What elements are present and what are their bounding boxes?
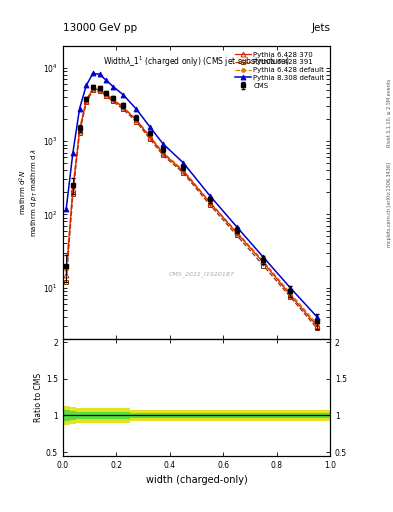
Text: 13000 GeV pp: 13000 GeV pp (63, 23, 137, 33)
Pythia 8.308 default (134, 106, 139, 112)
Pythia 6.428 391 (147, 136, 152, 142)
Pythia 6.428 default (181, 167, 185, 173)
Pythia 6.428 391 (84, 99, 89, 105)
Pythia 6.428 391 (261, 263, 266, 269)
Pythia 6.428 391 (111, 98, 116, 104)
Text: CMS_2021_I1920187: CMS_2021_I1920187 (169, 271, 235, 277)
Pythia 6.428 391 (91, 88, 95, 94)
Pythia 8.308 default (84, 82, 89, 89)
Pythia 8.308 default (161, 141, 165, 147)
Pythia 6.428 default (121, 103, 125, 110)
Pythia 6.428 391 (234, 232, 239, 238)
Pythia 6.428 default (91, 85, 95, 91)
Line: Pythia 6.428 370: Pythia 6.428 370 (64, 87, 319, 328)
Pythia 6.428 370 (261, 260, 266, 266)
Text: Jets: Jets (311, 23, 330, 33)
Text: mcplots.cern.ch [arXiv:1306.3436]: mcplots.cern.ch [arXiv:1306.3436] (387, 162, 391, 247)
Pythia 6.428 370 (161, 151, 165, 157)
Pythia 8.308 default (91, 70, 95, 76)
Pythia 6.428 391 (288, 293, 292, 300)
Pythia 6.428 370 (208, 200, 212, 206)
Pythia 6.428 370 (104, 92, 108, 98)
Pythia 6.428 default (314, 321, 319, 327)
Pythia 6.428 370 (121, 104, 125, 111)
Legend: Pythia 6.428 370, Pythia 6.428 391, Pythia 6.428 default, Pythia 8.308 default, : Pythia 6.428 370, Pythia 6.428 391, Pyth… (233, 50, 327, 91)
Pythia 6.428 370 (181, 168, 185, 174)
Pythia 6.428 default (288, 290, 292, 296)
Pythia 6.428 default (64, 266, 69, 272)
Pythia 8.308 default (104, 77, 108, 83)
Pythia 6.428 391 (208, 202, 212, 208)
Pythia 6.428 391 (77, 130, 82, 136)
Y-axis label: Ratio to CMS: Ratio to CMS (34, 373, 43, 422)
Pythia 6.428 default (134, 116, 139, 122)
Text: Rivet 3.1.10, ≥ 2.5M events: Rivet 3.1.10, ≥ 2.5M events (387, 78, 391, 147)
Pythia 6.428 default (234, 229, 239, 235)
Pythia 6.428 391 (104, 93, 108, 99)
Pythia 6.428 370 (134, 117, 139, 123)
Line: Pythia 6.428 391: Pythia 6.428 391 (64, 88, 319, 330)
Pythia 8.308 default (121, 92, 125, 98)
Line: Pythia 8.308 default: Pythia 8.308 default (64, 71, 319, 319)
Pythia 6.428 default (84, 97, 89, 103)
Pythia 6.428 default (111, 96, 116, 102)
Pythia 6.428 391 (97, 89, 102, 95)
Pythia 6.428 391 (121, 106, 125, 112)
Pythia 6.428 391 (181, 170, 185, 176)
Pythia 8.308 default (77, 105, 82, 112)
X-axis label: width (charged-only): width (charged-only) (146, 475, 247, 485)
Pythia 8.308 default (261, 254, 266, 260)
Pythia 8.308 default (181, 160, 185, 166)
Pythia 6.428 370 (71, 186, 75, 193)
Pythia 6.428 default (161, 150, 165, 156)
Pythia 6.428 default (147, 133, 152, 139)
Pythia 8.308 default (314, 313, 319, 319)
Pythia 6.428 default (261, 258, 266, 264)
Pythia 8.308 default (111, 83, 116, 90)
Text: Width$\lambda\_1^1$ (charged only) (CMS jet substructure): Width$\lambda\_1^1$ (charged only) (CMS … (103, 55, 290, 69)
Pythia 6.428 default (208, 199, 212, 205)
Pythia 6.428 370 (314, 323, 319, 329)
Pythia 6.428 370 (288, 291, 292, 297)
Pythia 6.428 default (71, 183, 75, 189)
Pythia 8.308 default (97, 71, 102, 77)
Pythia 6.428 370 (97, 87, 102, 93)
Pythia 8.308 default (71, 150, 75, 156)
Pythia 6.428 391 (64, 279, 69, 285)
Pythia 6.428 391 (161, 153, 165, 159)
Pythia 6.428 370 (111, 97, 116, 103)
Line: Pythia 6.428 default: Pythia 6.428 default (64, 87, 319, 326)
Y-axis label: $\mathrm{mathrm\ d}^2N$
$\mathrm{mathrm\ d}\ p_T\ \mathrm{mathrm\ d}\ \lambda$: $\mathrm{mathrm\ d}^2N$ $\mathrm{mathrm\… (18, 148, 40, 237)
Pythia 6.428 370 (147, 134, 152, 140)
Pythia 6.428 370 (234, 230, 239, 236)
Pythia 8.308 default (288, 285, 292, 291)
Pythia 6.428 default (97, 87, 102, 93)
Pythia 6.428 370 (91, 86, 95, 92)
Pythia 8.308 default (208, 193, 212, 199)
Pythia 6.428 default (104, 91, 108, 97)
Pythia 6.428 370 (84, 97, 89, 103)
Pythia 6.428 391 (314, 325, 319, 331)
Pythia 8.308 default (147, 123, 152, 130)
Pythia 8.308 default (234, 224, 239, 230)
Pythia 6.428 391 (71, 191, 75, 197)
Pythia 6.428 370 (64, 271, 69, 278)
Pythia 6.428 370 (77, 127, 82, 134)
Pythia 6.428 391 (134, 119, 139, 125)
Pythia 8.308 default (64, 205, 69, 211)
Pythia 6.428 default (77, 126, 82, 132)
